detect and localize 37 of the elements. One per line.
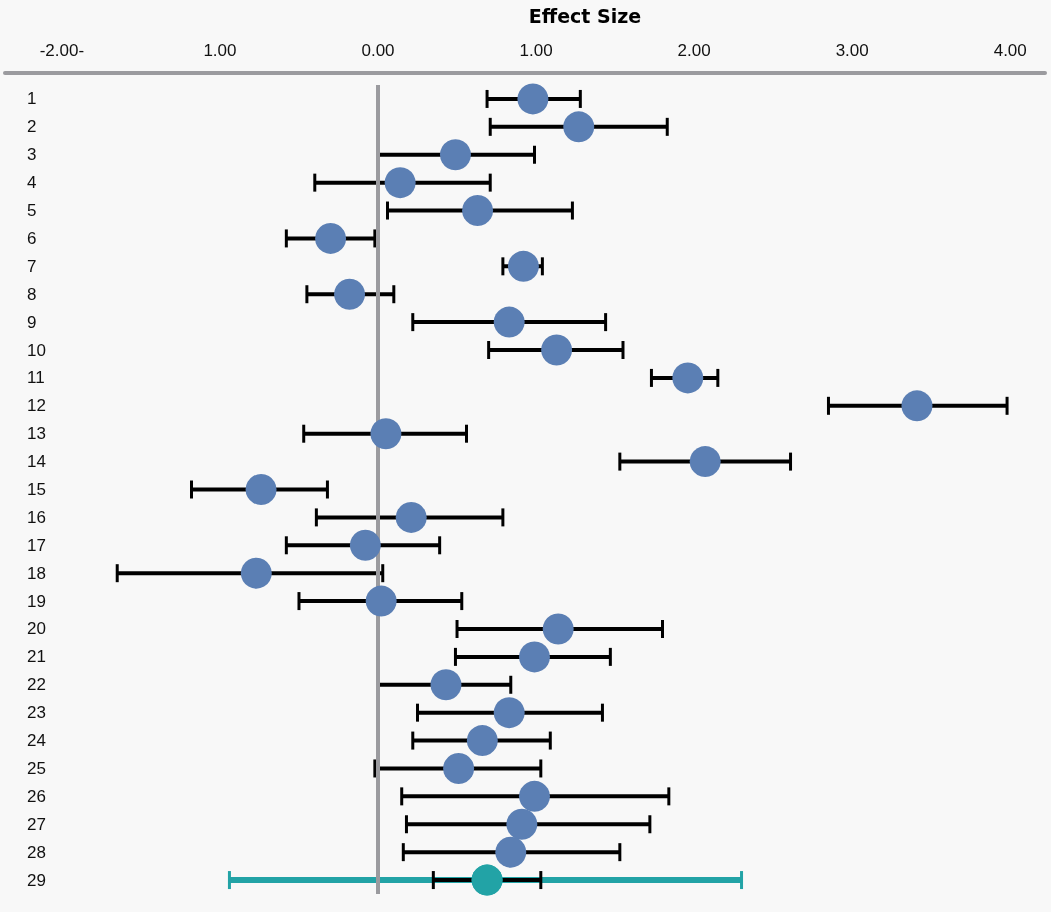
y-tick-label: 28 xyxy=(27,842,46,862)
y-tick-label: 21 xyxy=(27,647,46,667)
y-tick-label: 17 xyxy=(27,535,46,555)
x-tick-label: 3.00 xyxy=(835,41,869,60)
y-tick-label: 27 xyxy=(27,814,46,834)
y-tick-label: 4 xyxy=(27,173,37,193)
x-tick-label: 2.00 xyxy=(677,41,711,60)
y-tick-label: 25 xyxy=(27,758,46,778)
y-tick-label: 3 xyxy=(27,145,37,165)
y-tick-label: 5 xyxy=(27,201,37,221)
x-tick-label: 1.00 xyxy=(519,41,553,60)
y-tick-label: 18 xyxy=(27,563,46,583)
x-tick-label: 0.00 xyxy=(361,41,395,60)
x-tick-label: -2.00- xyxy=(39,41,85,60)
y-tick-label: 22 xyxy=(27,675,46,695)
y-tick-label: 1 xyxy=(27,89,37,109)
y-tick-label: 6 xyxy=(27,228,37,248)
y-tick-label: 11 xyxy=(27,368,45,388)
y-tick-label: 8 xyxy=(27,284,37,304)
x-tick-label: 1.00 xyxy=(203,41,237,60)
y-tick-label: 7 xyxy=(27,256,37,276)
y-tick-label: 16 xyxy=(27,507,46,527)
y-tick-label: 13 xyxy=(27,424,46,444)
y-tick-label: 14 xyxy=(27,452,46,472)
y-tick-label: 12 xyxy=(27,396,46,416)
y-tick-label: 10 xyxy=(27,340,46,360)
x-tick-label: 4.00 xyxy=(993,41,1027,60)
y-tick-label: 15 xyxy=(27,480,46,499)
y-tick-label: 26 xyxy=(27,786,46,806)
y-tick-label: 24 xyxy=(27,731,46,751)
y-tick-label: 9 xyxy=(27,312,37,332)
y-tick-label: 20 xyxy=(27,619,46,639)
y-tick-label: 29 xyxy=(27,870,46,890)
x-axis-title: Effect Size xyxy=(528,4,642,27)
y-tick-label: 19 xyxy=(27,591,46,611)
y-tick-label: 2 xyxy=(27,117,37,137)
y-tick-label: 23 xyxy=(27,703,46,723)
